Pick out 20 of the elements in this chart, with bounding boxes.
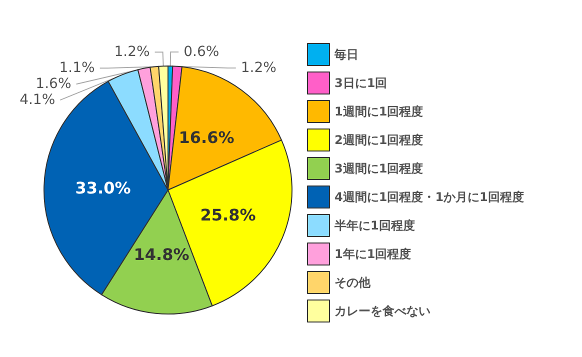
legend-label: その他 — [334, 276, 372, 290]
data-label: 14.8% — [134, 245, 190, 264]
legend-label: 3週間に1回程度 — [334, 162, 424, 176]
legend-label: カレーを食べない — [334, 304, 430, 318]
legend-label: 1週間に1回程度 — [334, 104, 424, 118]
data-label: 4.1% — [20, 92, 56, 108]
data-label: 16.6% — [178, 128, 234, 148]
legend-label: 毎日 — [334, 48, 358, 62]
data-label: 33.0% — [75, 178, 131, 198]
data-label: 0.6% — [184, 44, 220, 60]
data-label: 1.1% — [59, 60, 95, 76]
data-label: 1.6% — [36, 76, 72, 92]
legend-label: 1年に1回程度 — [334, 247, 412, 261]
legend-label: 4週間に1回程度・1か月に1回程度 — [334, 190, 524, 204]
legend-label: 2週間に1回程度 — [334, 133, 424, 147]
data-label: 1.2% — [114, 44, 150, 60]
legend-label: 3日に1回 — [334, 76, 388, 90]
legend-label: 半年に1回程度 — [334, 218, 415, 232]
data-label: 25.8% — [200, 206, 256, 225]
data-label: 1.2% — [240, 60, 276, 76]
